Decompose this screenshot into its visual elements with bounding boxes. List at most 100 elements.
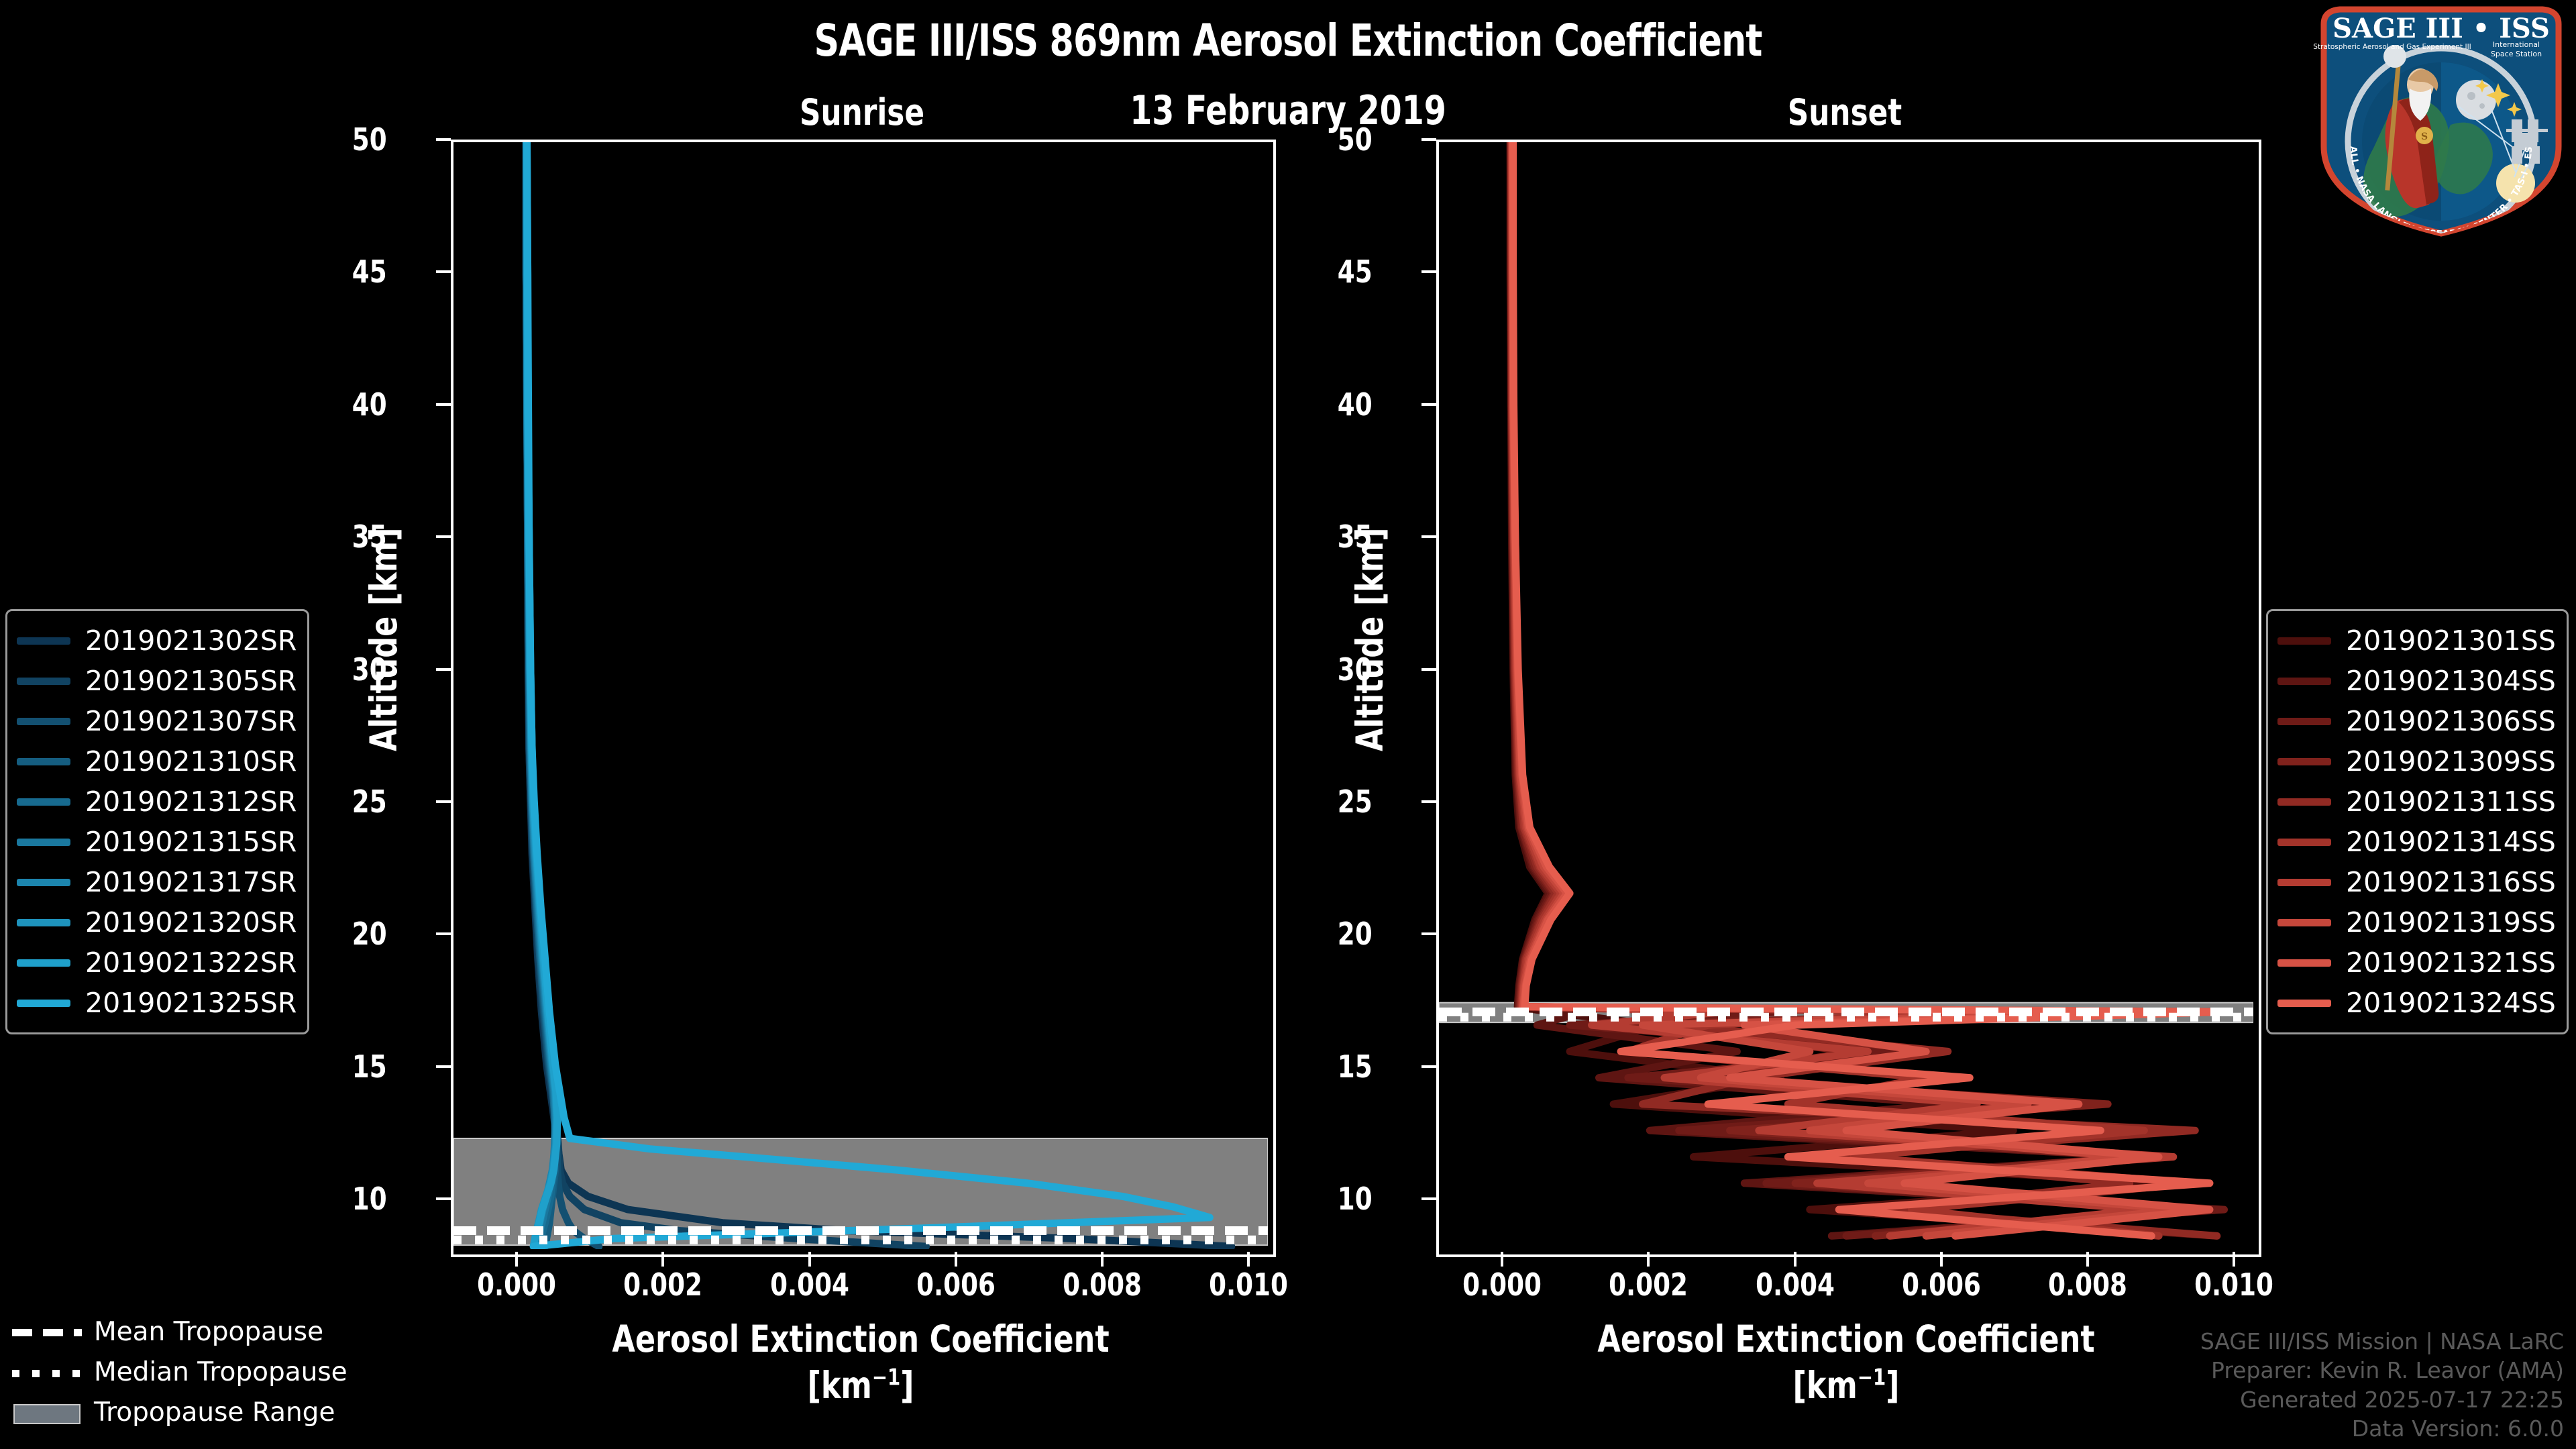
legend-item-mean-tropopause: Mean Tropopause: [12, 1311, 347, 1352]
sage-iii-iss-mission-patch-logo: S BALL • NASA LANGLEY RESEARCH CENTER • …: [2313, 4, 2569, 239]
y-tick-label: 10: [1337, 1181, 1373, 1218]
chart-canvas-sunset: [1439, 142, 2254, 1240]
y-tick-mark: [436, 138, 451, 141]
legend-color-swatch: [17, 717, 70, 725]
y-tick-mark: [1421, 1065, 1436, 1068]
legend-item-sunrise[interactable]: 2019021305SR: [17, 661, 297, 701]
legend-item-sunset[interactable]: 2019021304SS: [2277, 661, 2556, 701]
legend-item-sunset[interactable]: 2019021321SS: [2277, 943, 2556, 983]
legend-item-sunset[interactable]: 2019021311SS: [2277, 782, 2556, 822]
legend-label: 2019021324SS: [2346, 987, 2556, 1019]
y-tick-mark: [1421, 402, 1436, 406]
legend-item-sunrise[interactable]: 2019021320SR: [17, 902, 297, 943]
data-series-line: [522, 142, 930, 1250]
legend-item-sunrise[interactable]: 2019021317SR: [17, 862, 297, 902]
legend-label: 2019021306SS: [2346, 705, 2556, 737]
legend-color-swatch: [2277, 999, 2331, 1007]
footer-credits: SAGE III/ISS Mission | NASA LaRC Prepare…: [2200, 1327, 2564, 1444]
legend-label: 2019021321SS: [2346, 947, 2556, 979]
legend-color-swatch: [2277, 757, 2331, 765]
y-tick-mark: [1421, 535, 1436, 539]
legend-color-swatch: [17, 637, 70, 645]
legend-tropopause: Mean Tropopause Median Tropopause Tropop…: [12, 1311, 347, 1432]
legend-sunrise[interactable]: 2019021302SR 2019021305SR 2019021307SR 2019…: [5, 609, 310, 1034]
legend-item-median-tropopause: Median Tropopause: [12, 1352, 347, 1392]
legend-color-swatch: [2277, 878, 2331, 886]
plot-area-sunset: [1436, 140, 2261, 1257]
y-tick-mark: [1421, 667, 1436, 671]
footer-line-mission: SAGE III/ISS Mission | NASA LaRC: [2200, 1328, 2564, 1354]
logo-subtitle-left: Stratospheric Aerosol and Gas Experiment…: [2313, 43, 2471, 51]
x-tick-label: 0.002: [623, 1267, 703, 1303]
legend-color-swatch: [17, 999, 70, 1007]
y-tick-mark: [436, 535, 451, 539]
legend-color-swatch: [2277, 959, 2331, 967]
legend-label-mean-tropopause: Mean Tropopause: [94, 1316, 324, 1347]
x-tick-label: 0.010: [2194, 1267, 2274, 1303]
legend-label: 2019021315SR: [85, 826, 297, 858]
legend-item-sunset[interactable]: 2019021301SS: [2277, 621, 2556, 661]
x-tick-label: 0.006: [916, 1267, 996, 1303]
legend-item-sunset[interactable]: 2019021314SS: [2277, 822, 2556, 862]
legend-sunset[interactable]: 2019021301SS 2019021304SS 2019021306SS 2019…: [2266, 609, 2569, 1034]
footer-line-version: Data Version: 6.0.0: [2351, 1415, 2564, 1442]
x-axis-title-text: Aerosol Extinction Coefficient: [612, 1318, 1110, 1360]
y-tick-mark: [1421, 138, 1436, 141]
legend-color-swatch: [17, 918, 70, 926]
plot-area-sunrise: [451, 140, 1276, 1257]
legend-item-sunrise[interactable]: 2019021307SR: [17, 701, 297, 741]
y-axis-title-sunrise: Altitude [km]: [362, 527, 405, 751]
legend-item-sunrise[interactable]: 2019021322SR: [17, 943, 297, 983]
legend-item-sunrise[interactable]: 2019021302SR: [17, 621, 297, 661]
legend-item-sunset[interactable]: 2019021319SS: [2277, 902, 2556, 943]
legend-item-sunrise[interactable]: 2019021310SR: [17, 741, 297, 782]
y-tick-mark: [1421, 1197, 1436, 1201]
legend-item-tropopause-range: Tropopause Range: [12, 1392, 347, 1432]
legend-label: 2019021307SR: [85, 705, 297, 737]
legend-item-sunrise[interactable]: 2019021315SR: [17, 822, 297, 862]
legend-color-swatch: [2277, 717, 2331, 725]
legend-color-swatch: [2277, 918, 2331, 926]
legend-label: 2019021301SS: [2346, 625, 2556, 657]
y-tick-mark: [436, 800, 451, 803]
dotted-line-icon: [12, 1363, 82, 1381]
dashed-line-icon: [12, 1323, 82, 1340]
legend-label: 2019021312SR: [85, 786, 297, 818]
y-tick-label: 40: [352, 386, 387, 423]
legend-label: 2019021319SS: [2346, 906, 2556, 938]
legend-color-swatch: [17, 878, 70, 886]
legend-color-swatch: [2277, 637, 2331, 645]
y-tick-mark: [1421, 932, 1436, 936]
logo-title: SAGE III • ISS: [2332, 13, 2550, 44]
y-tick-label: 10: [352, 1181, 387, 1218]
y-axis-title-sunset: Altitude [km]: [1348, 527, 1391, 751]
panel-title-sunset: Sunset: [1787, 91, 1902, 133]
y-tick-label: 45: [1337, 254, 1373, 290]
x-axis-unit: [km−1]: [807, 1363, 914, 1407]
data-series-line: [522, 142, 603, 1250]
y-tick-mark: [436, 1197, 451, 1201]
legend-item-sunset[interactable]: 2019021316SS: [2277, 862, 2556, 902]
y-tick-label: 15: [1337, 1048, 1373, 1085]
y-tick-mark: [436, 1065, 451, 1068]
legend-item-sunrise[interactable]: 2019021325SR: [17, 983, 297, 1023]
legend-item-sunset[interactable]: 2019021306SS: [2277, 701, 2556, 741]
legend-label: 2019021320SR: [85, 906, 297, 938]
x-tick-label: 0.006: [1901, 1267, 1981, 1303]
y-tick-mark: [436, 667, 451, 671]
legend-color-swatch: [17, 838, 70, 846]
y-tick-label: 20: [352, 916, 387, 953]
legend-label: 2019021322SR: [85, 947, 297, 979]
legend-item-sunrise[interactable]: 2019021312SR: [17, 782, 297, 822]
legend-item-sunset[interactable]: 2019021324SS: [2277, 983, 2556, 1023]
x-axis-unit: [km−1]: [1792, 1363, 1900, 1407]
y-tick-mark: [436, 402, 451, 406]
legend-color-swatch: [17, 959, 70, 967]
panel-title-sunrise: Sunrise: [799, 91, 924, 133]
x-tick-label: 0.002: [1609, 1267, 1688, 1303]
y-tick-mark: [1421, 270, 1436, 274]
date-subtitle: 13 February 2019: [1130, 87, 1446, 134]
x-tick-label: 0.008: [2048, 1267, 2127, 1303]
x-tick-label: 0.000: [1462, 1267, 1542, 1303]
legend-item-sunset[interactable]: 2019021309SS: [2277, 741, 2556, 782]
